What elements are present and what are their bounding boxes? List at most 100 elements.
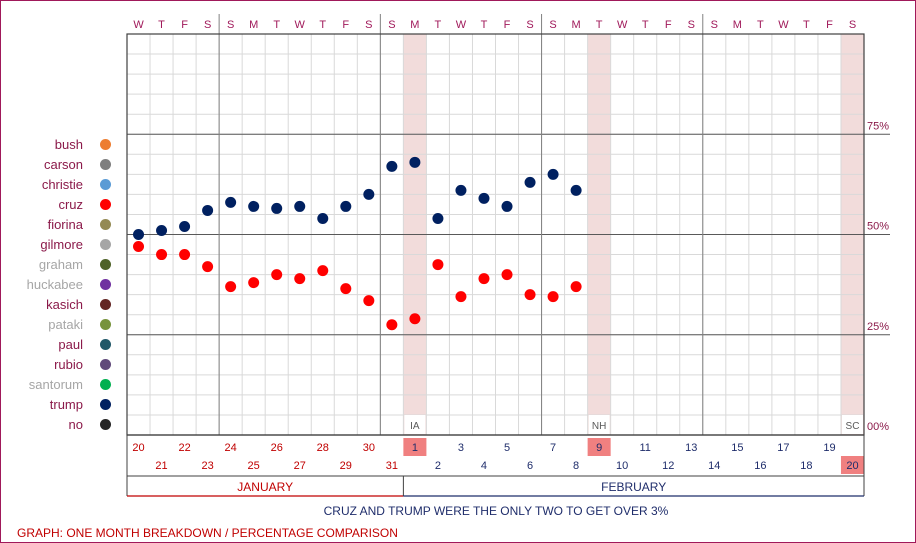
legend-label: huckabee <box>26 277 83 292</box>
weekday-label: S <box>549 19 556 31</box>
data-point-cruz <box>547 291 559 303</box>
date-label: 29 <box>340 460 352 472</box>
date-label: 8 <box>573 460 579 472</box>
weekday-label: S <box>849 19 856 31</box>
data-point-cruz <box>409 313 421 325</box>
data-point-trump <box>340 200 352 212</box>
date-label: 11 <box>639 442 650 454</box>
legend-label: gilmore <box>40 237 83 252</box>
data-point-trump <box>363 188 375 200</box>
weekday-label: S <box>204 19 211 31</box>
data-point-cruz <box>432 259 444 271</box>
legend-swatch <box>100 179 111 190</box>
event-label-bg <box>588 415 610 434</box>
data-point-cruz <box>179 249 191 261</box>
date-label: 2 <box>435 460 441 472</box>
date-label: 23 <box>201 460 213 472</box>
data-point-trump <box>501 200 513 212</box>
weekday-label: F <box>342 19 349 31</box>
data-point-trump <box>547 168 559 180</box>
date-label: 30 <box>363 442 375 454</box>
date-highlight <box>840 456 864 474</box>
date-label: 20 <box>132 442 144 454</box>
y-tick-label: 25% <box>867 321 889 333</box>
date-label: 14 <box>708 460 720 472</box>
weekday-label: T <box>642 19 649 31</box>
legend-swatch <box>100 219 111 230</box>
date-label: 31 <box>386 460 398 472</box>
weekday-label: W <box>778 19 789 31</box>
legend-swatch <box>100 239 111 250</box>
data-point-cruz <box>317 265 329 277</box>
data-point-cruz <box>294 273 306 285</box>
weekday-label: S <box>227 19 234 31</box>
data-point-trump <box>478 192 490 204</box>
month-label: FEBRUARY <box>601 480 666 494</box>
legend-swatch <box>100 259 111 270</box>
legend-label: rubio <box>54 357 83 372</box>
date-label: 6 <box>527 460 533 472</box>
data-point-cruz <box>501 269 513 281</box>
weekday-label: F <box>826 19 833 31</box>
weekday-label: S <box>688 19 695 31</box>
data-point-trump <box>202 204 214 216</box>
legend-item-pataki: pataki <box>0 315 116 335</box>
weekday-label: W <box>617 19 628 31</box>
legend-label: carson <box>43 157 83 172</box>
weekday-label: S <box>711 19 718 31</box>
legend-item-gilmore: gilmore <box>0 235 116 255</box>
data-point-trump <box>317 212 329 224</box>
weekday-label: F <box>665 19 672 31</box>
data-point-cruz <box>156 249 168 261</box>
weekday-label: T <box>319 19 326 31</box>
legend-label: fiorina <box>47 217 83 232</box>
data-point-trump <box>455 184 467 196</box>
legend-item-bush: bush <box>0 135 116 155</box>
date-label: 15 <box>731 442 743 454</box>
weekday-label: W <box>133 19 144 31</box>
legend-label: no <box>68 417 83 432</box>
legend-swatch <box>100 399 111 410</box>
date-label: 10 <box>616 460 628 472</box>
date-label: 1 <box>412 442 418 454</box>
data-point-trump <box>524 176 536 188</box>
weekday-label: W <box>295 19 306 31</box>
weekday-label: W <box>456 19 467 31</box>
data-point-trump <box>156 224 168 236</box>
date-label: 25 <box>248 460 260 472</box>
date-highlight <box>587 438 611 456</box>
data-point-cruz <box>271 269 283 281</box>
weekday-label: M <box>572 19 581 31</box>
weekday-label: T <box>273 19 280 31</box>
graph-footer: GRAPH: ONE MONTH BREAKDOWN / PERCENTAGE … <box>17 526 398 540</box>
legend-swatch <box>100 419 111 430</box>
weekday-label: F <box>181 19 188 31</box>
date-label: 20 <box>846 460 858 472</box>
legend-item-kasich: kasich <box>0 295 116 315</box>
legend-item-carson: carson <box>0 155 116 175</box>
data-point-trump <box>294 200 306 212</box>
data-point-cruz <box>386 319 398 331</box>
legend-swatch <box>100 379 111 390</box>
legend-label: trump <box>49 397 83 412</box>
weekday-label: M <box>733 19 742 31</box>
date-label: 17 <box>777 442 789 454</box>
legend-label: cruz <box>58 197 83 212</box>
data-point-trump <box>432 212 444 224</box>
y-tick-label: 00% <box>867 421 889 433</box>
data-point-trump <box>248 200 260 212</box>
date-label: 18 <box>800 460 812 472</box>
date-label: 16 <box>754 460 766 472</box>
weekday-label: S <box>365 19 372 31</box>
weekday-label: T <box>158 19 165 31</box>
event-label: NH <box>592 421 606 432</box>
legend-swatch <box>100 159 111 170</box>
legend: bush carson christie cruz fiorina gilmore grah… <box>0 135 116 435</box>
date-label: 3 <box>458 442 464 454</box>
chart-caption: CRUZ AND TRUMP WERE THE ONLY TWO TO GET … <box>323 504 669 518</box>
y-tick-label: 50% <box>867 221 889 233</box>
data-point-cruz <box>478 273 490 285</box>
data-point-trump <box>409 156 421 168</box>
legend-label: christie <box>41 177 83 192</box>
